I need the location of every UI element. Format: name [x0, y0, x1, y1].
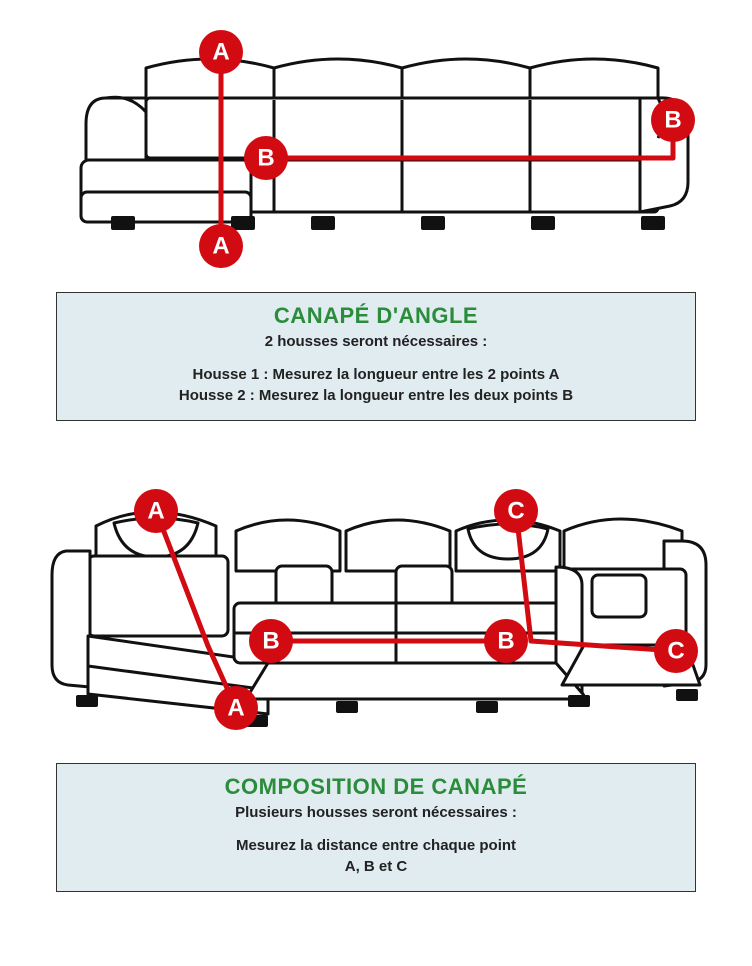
- line1-corner: Housse 1 : Mesurez la longueur entre les…: [69, 364, 683, 385]
- svg-text:B: B: [262, 628, 279, 655]
- marker-a-icon: A: [199, 30, 243, 74]
- section-composition-sofa: A A B B C C COMPOSITION DE CANAPÉ Plusieurs h…: [0, 471, 752, 892]
- line2-corner: Housse 2 : Mesurez la longueur entre les…: [69, 385, 683, 406]
- svg-text:A: A: [212, 233, 229, 260]
- section-corner-sofa: A A B B CANAPÉ D'ANGLE 2 housses seront néc…: [0, 20, 752, 421]
- sofa-l-shape-svg: A A B B: [51, 20, 701, 280]
- marker-b-icon: B: [249, 619, 293, 663]
- svg-text:C: C: [507, 498, 524, 525]
- info-box-composition: COMPOSITION DE CANAPÉ Plusieurs housses …: [56, 763, 696, 892]
- subtitle-corner: 2 housses seront nécessaires :: [69, 333, 683, 350]
- line2-composition: A, B et C: [69, 856, 683, 877]
- title-corner: CANAPÉ D'ANGLE: [69, 303, 683, 329]
- marker-a-icon: A: [214, 686, 258, 730]
- svg-text:A: A: [227, 695, 244, 722]
- marker-b-icon: B: [651, 98, 695, 142]
- subtitle-composition: Plusieurs housses seront nécessaires :: [69, 804, 683, 821]
- svg-text:A: A: [212, 39, 229, 66]
- info-box-corner: CANAPÉ D'ANGLE 2 housses seront nécessai…: [56, 292, 696, 421]
- svg-text:A: A: [147, 498, 164, 525]
- marker-c-icon: C: [654, 629, 698, 673]
- marker-a-icon: A: [199, 224, 243, 268]
- svg-text:B: B: [257, 145, 274, 172]
- line1-composition: Mesurez la distance entre chaque point: [69, 835, 683, 856]
- svg-text:C: C: [667, 638, 684, 665]
- marker-a-icon: A: [134, 489, 178, 533]
- svg-text:B: B: [664, 107, 681, 134]
- marker-b-icon: B: [484, 619, 528, 663]
- diagram-composition-sofa: A A B B C C: [0, 471, 752, 751]
- diagram-corner-sofa: A A B B: [0, 20, 752, 280]
- sofa-u-shape-svg: A A B B C C: [36, 471, 716, 751]
- svg-text:B: B: [497, 628, 514, 655]
- marker-c-icon: C: [494, 489, 538, 533]
- title-composition: COMPOSITION DE CANAPÉ: [69, 774, 683, 800]
- marker-b-icon: B: [244, 136, 288, 180]
